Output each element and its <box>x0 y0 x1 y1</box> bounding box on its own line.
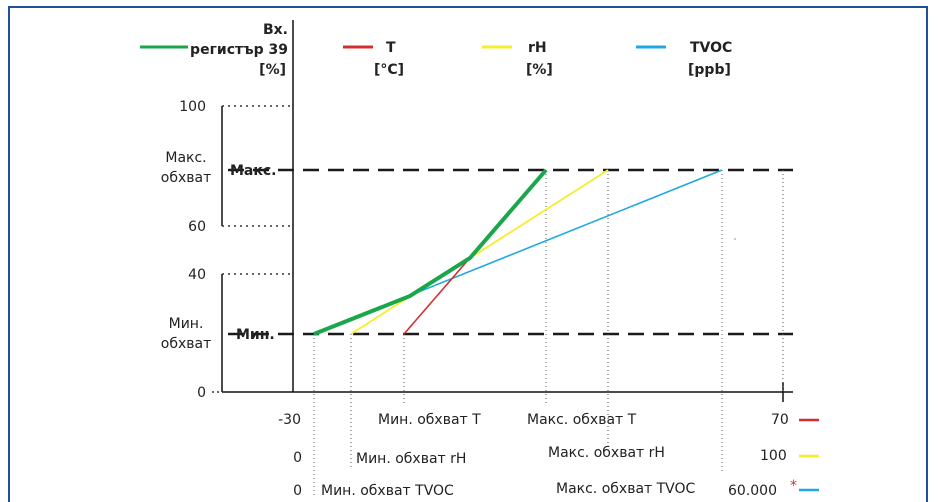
rh-min-label: Мин. обхват rH <box>356 451 466 467</box>
rh-end-label: 100 <box>760 448 787 464</box>
max-range-label-1: Макс. <box>165 150 206 166</box>
output-line <box>313 168 548 336</box>
y-title-line-2: регистър 39 <box>190 42 288 58</box>
tvoc-max-label: Макс. обхват TVOC <box>556 481 696 497</box>
min-range-label-2: обхват <box>161 336 211 352</box>
y-title-line-1: Вх. <box>263 22 288 38</box>
tvoc-asterisk: * <box>790 478 797 494</box>
t-max-label: Макс. обхват T <box>527 412 637 428</box>
y-tick-40: 40 <box>188 267 206 283</box>
min-range-label-1: Мин. <box>169 316 204 332</box>
tvoc-start-label: 0 <box>293 483 302 499</box>
t-end-label: 70 <box>771 412 789 428</box>
legend-rh-label: rH <box>528 40 547 56</box>
t-min-label: Мин. обхват T <box>378 412 481 428</box>
rh-start-label: 0 <box>293 450 302 466</box>
tvoc-min-label: Мин. обхват TVOC <box>321 483 454 499</box>
min-label: Мин. <box>236 327 275 343</box>
legend-t-label: T <box>386 40 396 56</box>
legend-t-unit: [°C] <box>374 62 404 78</box>
max-range-label-2: обхват <box>161 170 211 186</box>
y-title-line-3: [%] <box>259 62 286 78</box>
legend-tvoc-unit: [ppb] <box>688 62 731 78</box>
legend-rh-unit: [%] <box>526 62 553 78</box>
rh-max-label: Макс. обхват rH <box>548 445 665 461</box>
y-tick-100: 100 <box>179 99 206 115</box>
y-tick-60: 60 <box>188 219 206 235</box>
rh-line <box>350 169 609 335</box>
max-label: Макс. <box>230 163 277 179</box>
y-tick-0: 0 <box>197 385 206 401</box>
t-start-label: -30 <box>278 412 301 428</box>
diagram-frame <box>8 6 928 502</box>
stray-dot <box>734 238 736 240</box>
legend-tvoc-label: TVOC <box>690 40 732 56</box>
tvoc-end-label: 60.000 <box>728 483 777 499</box>
